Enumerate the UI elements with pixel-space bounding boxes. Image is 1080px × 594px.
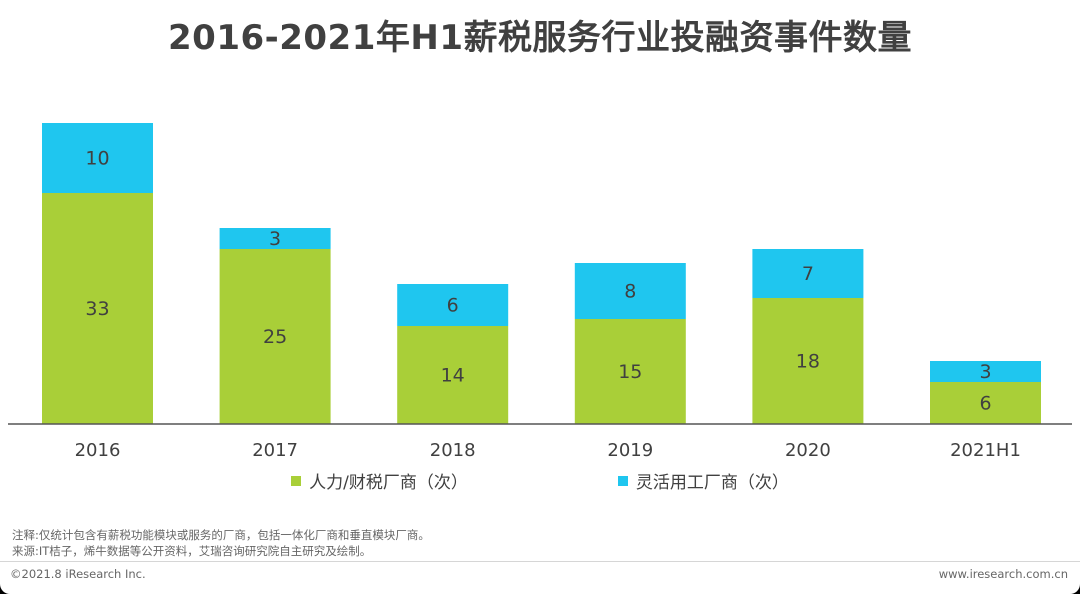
bar-flex-2020 xyxy=(752,249,864,298)
source-text: 来源:IT桔子，烯牛数据等公开资料，艾瑞咨询研究院自主研究及绘制。 xyxy=(12,544,372,558)
footer-divider xyxy=(0,561,1080,562)
legend-item-hr: 人力/财税厂商（次） xyxy=(291,468,468,493)
x-tick-label-2017: 2017 xyxy=(252,440,298,461)
data-label-hr-2020: 18 xyxy=(796,351,820,373)
bar-flex-2021H1 xyxy=(930,361,1041,382)
data-label-flex-2017: 3 xyxy=(269,228,281,250)
data-label-hr-2016: 33 xyxy=(85,298,109,320)
legend-swatch-flex xyxy=(617,475,628,486)
data-label-hr-2018: 14 xyxy=(441,365,465,387)
data-label-hr-2019: 15 xyxy=(618,361,642,383)
bar-hr-2017 xyxy=(219,249,331,424)
bar-flex-2019 xyxy=(574,263,686,319)
notes: 注释:仅统计包含有薪税功能模块或服务的厂商，包括一体化厂商和垂直模块厂商。 来源… xyxy=(12,527,430,559)
bar-flex-2018 xyxy=(397,284,509,326)
bar-hr-2020 xyxy=(752,298,864,424)
bar-hr-2019 xyxy=(574,319,686,424)
x-tick-label-2018: 2018 xyxy=(430,440,476,461)
legend-label-flex: 灵活用工厂商（次） xyxy=(635,473,789,493)
bar-hr-2021H1 xyxy=(930,382,1041,424)
data-label-flex-2020: 7 xyxy=(802,263,814,285)
legend-item-flex: 灵活用工厂商（次） xyxy=(617,468,789,493)
x-tick-label-2016: 2016 xyxy=(75,440,121,461)
note-text: 注释:仅统计包含有薪税功能模块或服务的厂商，包括一体化厂商和垂直模块厂商。 xyxy=(12,528,430,542)
data-label-hr-2017: 25 xyxy=(263,326,287,348)
bar-flex-2017 xyxy=(219,228,331,249)
x-tick-label-2020: 2020 xyxy=(785,440,831,461)
data-label-flex-2016: 10 xyxy=(85,148,109,170)
x-tick-label-2019: 2019 xyxy=(607,440,653,461)
chart-title: 2016-2021年H1薪税服务行业投融资事件数量 xyxy=(168,18,912,58)
x-tick-label-2021H1: 2021H1 xyxy=(950,440,1021,461)
bar-hr-2018 xyxy=(397,326,509,424)
legend-label-hr: 人力/财税厂商（次） xyxy=(309,473,468,493)
data-label-flex-2019: 8 xyxy=(624,281,636,303)
bar-hr-2016 xyxy=(42,193,153,424)
legend-swatch-hr xyxy=(291,475,302,486)
copyright: ©2021.8 iResearch Inc. xyxy=(10,567,146,581)
data-label-hr-2021H1: 6 xyxy=(979,393,991,415)
website-link: www.iresearch.com.cn xyxy=(938,567,1068,581)
bar-flex-2016 xyxy=(42,123,153,193)
stacked-bar-chart: 33 10 2016 25 3 2017 14 6 2018 15 8 2019 18 7 2020 6 3 20… xyxy=(8,123,1072,461)
data-label-flex-2021H1: 3 xyxy=(979,361,991,383)
legend: 人力/财税厂商（次） 灵活用工厂商（次） xyxy=(0,468,1080,493)
data-label-flex-2018: 6 xyxy=(447,295,459,317)
